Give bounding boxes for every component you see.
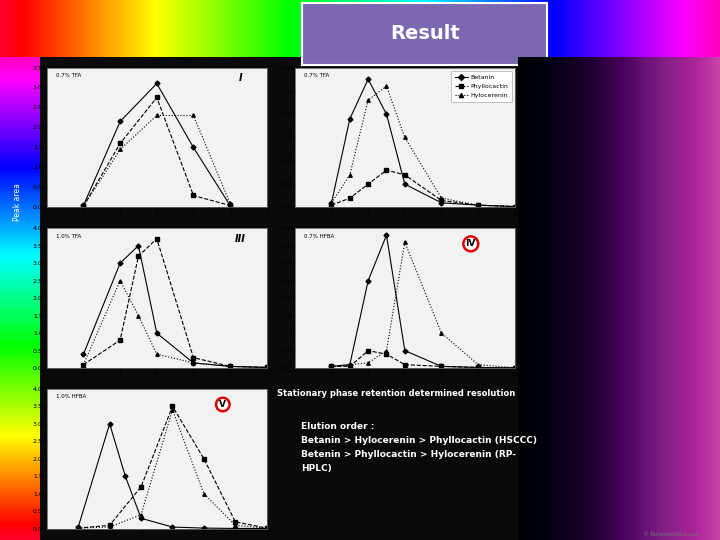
Text: I: I — [238, 73, 242, 83]
Text: IV: IV — [466, 239, 476, 248]
Text: 1.0% HFBA: 1.0% HFBA — [55, 394, 86, 400]
Text: III: III — [235, 234, 246, 244]
Legend: Betanin, Phyllocactin, Hylocerenin: Betanin, Phyllocactin, Hylocerenin — [451, 71, 512, 102]
Text: © TemplatesWise.com: © TemplatesWise.com — [644, 532, 698, 537]
Text: 0.7% HFBA: 0.7% HFBA — [304, 234, 334, 239]
Text: 0.7% TFA: 0.7% TFA — [304, 73, 329, 78]
Text: V: V — [220, 400, 226, 409]
Text: Peak area: Peak area — [14, 183, 22, 220]
Text: II: II — [485, 73, 492, 83]
Text: Stationary phase retention determined resolution: Stationary phase retention determined re… — [276, 389, 515, 398]
Text: 0.7% TFA: 0.7% TFA — [55, 73, 81, 78]
Text: 1.0% TFA: 1.0% TFA — [55, 234, 81, 239]
Text: Result: Result — [390, 24, 459, 43]
Text: Elution order :
Betanin > Hylocerenin > Phyllocactin (HSCCC)
Betenin > Phyllocac: Elution order : Betanin > Hylocerenin > … — [301, 422, 537, 473]
